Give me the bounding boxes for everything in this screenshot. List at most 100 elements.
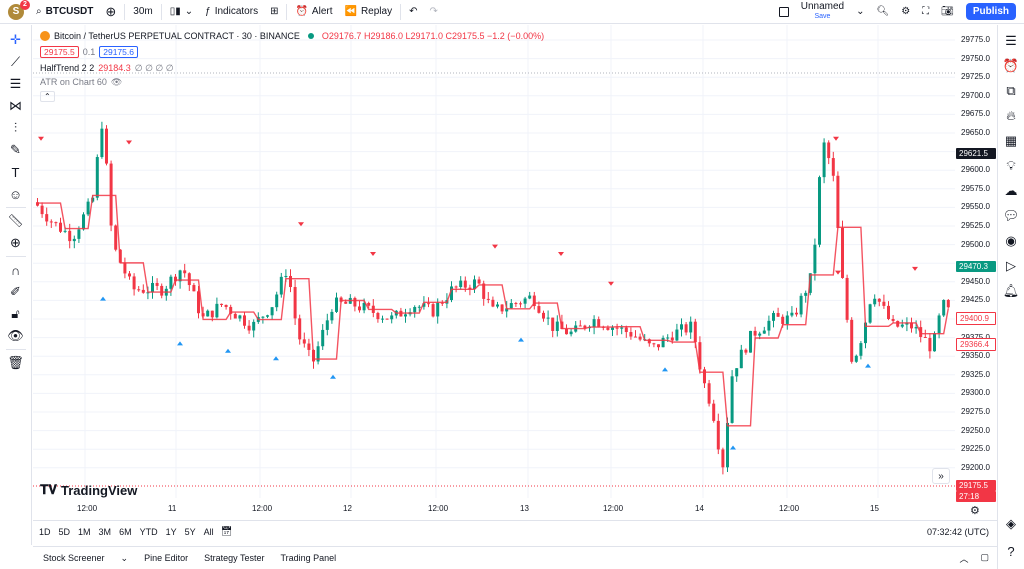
undo-button[interactable]: ↶ (403, 0, 423, 24)
text-icon[interactable]: T (11, 164, 20, 180)
ruler-icon[interactable]: 📏︎ (7, 213, 24, 228)
settings-button[interactable]: ⚙ (895, 0, 916, 24)
drawing-toolbar: ✛ ⟋ ☰ ⋈ ⫶ ✎ T ☺ 📏︎ ⊕ ∩ ✐ 🔓︎ 👁︎ 🗑︎ (0, 25, 32, 545)
broadcast-icon[interactable]: ◉ (1005, 233, 1017, 248)
layout-toggle[interactable] (773, 0, 795, 24)
quick-search-button[interactable]: 🔍︎ (871, 0, 896, 24)
publish-button[interactable]: Publish (960, 0, 1024, 24)
hotlists-icon[interactable]: 🔥︎ (1006, 108, 1016, 123)
trash-icon[interactable]: 🗑︎ (7, 355, 24, 370)
magnet-icon[interactable]: ∩ (10, 262, 21, 278)
grid-icon: ⊞ (270, 6, 279, 17)
range-ytd[interactable]: YTD (139, 526, 158, 537)
sell-button[interactable]: 29175.5 (40, 46, 79, 58)
candle-body (197, 291, 200, 314)
candle-body (712, 403, 716, 421)
long-position-icon[interactable]: ⫶ (13, 120, 18, 135)
chats-icon[interactable]: 💬︎ (1002, 208, 1020, 223)
range-5y[interactable]: 5Y (184, 526, 196, 537)
eye-icon[interactable]: 👁︎ (7, 328, 24, 343)
candle-body (266, 315, 269, 317)
compare-button[interactable]: ⊕ (99, 0, 122, 24)
candle-body (854, 355, 858, 362)
tab-pine-editor[interactable]: Pine Editor (144, 553, 189, 563)
range-1d[interactable]: 1D (39, 526, 51, 537)
indicator-name-atr[interactable]: ATR on Chart 60 (40, 77, 107, 87)
chart-pane[interactable] (33, 25, 955, 520)
candle-body (565, 328, 568, 335)
layout-name-button[interactable]: Unnamed Save (795, 0, 850, 24)
snapshot-button[interactable]: 📷︎ (935, 0, 960, 24)
price-chart[interactable] (33, 25, 955, 498)
candle-body (270, 307, 274, 316)
range-5d[interactable]: 5D (58, 526, 71, 537)
layout-menu-button[interactable]: ⌄ (850, 0, 870, 24)
redo-button[interactable]: ↷ (423, 0, 443, 24)
replay-button[interactable]: ⏪ Replay (338, 0, 398, 24)
alert-button[interactable]: ⏰ Alert (289, 0, 338, 24)
notifications-icon[interactable]: 🔔︎ (1002, 283, 1020, 298)
templates-button[interactable]: ⊞ (264, 0, 284, 24)
symbol-search[interactable]: ⌕ BTCUSDT (30, 0, 99, 24)
tab-stock-screener[interactable]: Stock Screener (43, 553, 105, 563)
ideas-icon[interactable]: 💡︎ (1006, 158, 1016, 173)
candle-body (620, 327, 624, 329)
help-icon[interactable]: ? (1007, 543, 1015, 559)
calendar-icon[interactable]: ▦ (1004, 133, 1018, 148)
spread-value: 0.1 (82, 47, 96, 57)
streams-icon[interactable]: ☁ (1004, 183, 1018, 198)
object-tree-icon[interactable]: ◈ (1006, 516, 1016, 531)
countdown-label: 27:18 (956, 491, 996, 503)
zoom-in-icon[interactable]: ⊕ (10, 235, 21, 250)
pattern-icon[interactable]: ⋈ (9, 98, 22, 113)
sell-signal-arrow (558, 252, 564, 257)
tab-strategy-tester[interactable]: Strategy Tester (204, 553, 265, 563)
expand-panel-button[interactable]: ▢ (980, 552, 989, 565)
indicator-name-halftrend[interactable]: HalfTrend 2 2 (40, 63, 95, 73)
trend-line-icon[interactable]: ⟋ (10, 54, 21, 69)
data-window-icon[interactable]: ⧉ (1006, 83, 1016, 98)
candle-body (928, 337, 932, 352)
candle-body (933, 333, 936, 352)
range-1y[interactable]: 1Y (165, 526, 177, 537)
podcast-icon[interactable]: ▷ (1006, 258, 1016, 273)
plus-circle-icon: ⊕ (105, 3, 117, 19)
hidden-eye-icon[interactable]: 👁︎ (110, 76, 123, 87)
alerts-icon[interactable]: ⏰ (1002, 58, 1020, 73)
candle-body (910, 322, 913, 329)
clock[interactable]: 07:32:42 (UTC) (926, 526, 989, 537)
interval-button[interactable]: 30m (133, 6, 153, 17)
fullscreen-button[interactable]: ⛶ (916, 0, 935, 24)
range-all[interactable]: All (203, 526, 214, 537)
candle-body (496, 304, 499, 307)
square-icon (778, 6, 789, 17)
stay-drawing-icon[interactable]: ✐ (10, 284, 21, 299)
goto-date-button[interactable]: 📅︎ (221, 526, 232, 537)
tab-trading-panel[interactable]: Trading Panel (280, 553, 337, 563)
indicators-button[interactable]: ƒ Indicators (199, 0, 264, 24)
double-chevron-right-icon: » (938, 470, 944, 482)
brush-icon[interactable]: ✎ (10, 142, 21, 157)
scroll-to-realtime-button[interactable]: » (932, 468, 950, 484)
range-6m[interactable]: 6M (119, 526, 132, 537)
time-axis[interactable]: 12:00 11 12:00 12 12:00 13 12:00 14 12:00 15 (33, 498, 955, 520)
fib-retracement-icon[interactable]: ☰ (9, 76, 22, 91)
maximize-panel-button[interactable]: ︿ (959, 552, 968, 565)
square-icon: ▢ (980, 551, 989, 562)
price-axis[interactable]: 29775.0 29750.0 29725.0 29700.0 29675.0 29650… (955, 25, 997, 520)
crosshair-icon[interactable]: ✛ (10, 32, 21, 47)
range-1m[interactable]: 1M (78, 526, 91, 537)
time-tick: 12:00 (779, 504, 800, 513)
emoji-icon[interactable]: ☺ (8, 186, 23, 202)
collapse-legend-button[interactable]: ⌃ (40, 90, 55, 102)
buy-button[interactable]: 29175.6 (99, 46, 138, 58)
price-tick: 29425.0 (961, 295, 990, 305)
lock-icon[interactable]: 🔓︎ (11, 306, 20, 321)
watchlist-icon[interactable]: ☰ (1005, 33, 1017, 48)
stock-screener-menu[interactable]: ⌄ (121, 553, 129, 564)
candle-body (353, 297, 357, 307)
axis-settings-button[interactable]: ⚙ (970, 504, 980, 517)
range-3m[interactable]: 3M (98, 526, 112, 537)
chart-type-button[interactable]: ▯▮ ⌄ (164, 0, 199, 24)
